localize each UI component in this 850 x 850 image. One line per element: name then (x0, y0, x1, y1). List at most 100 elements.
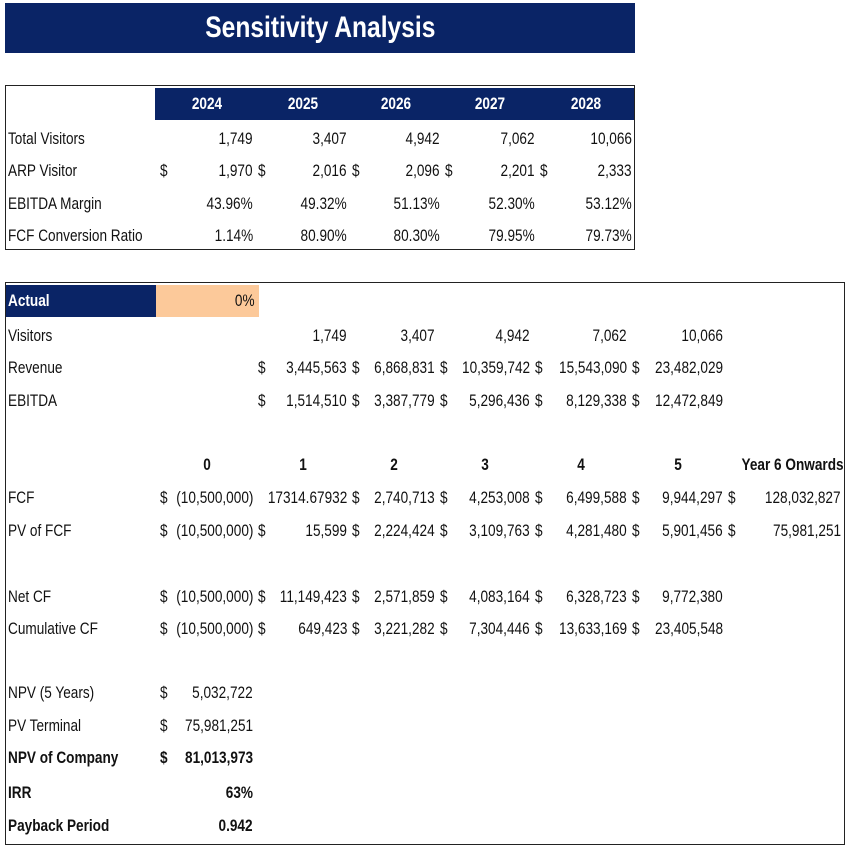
projection-cell[interactable]: $10,359,742 (440, 353, 530, 383)
cashflow-cell[interactable]: $2,740,713 (352, 483, 435, 513)
assumption-cell[interactable]: 80.30% (352, 221, 440, 251)
assumption-cell[interactable]: 52.30% (445, 189, 535, 219)
cashflow-cell[interactable]: 17314.67932 (258, 483, 347, 513)
currency-symbol: $ (535, 587, 543, 606)
scenario-input[interactable]: 0% (160, 286, 255, 316)
assumption-cell[interactable]: 49.32% (258, 189, 347, 219)
cashflow-cell[interactable]: $ (10,500,000) (160, 483, 253, 513)
assumption-cell[interactable]: $1,970 (160, 156, 253, 186)
summary-value[interactable]: 63% (160, 778, 253, 808)
cashflow-cell[interactable]: $11,149,423 (258, 582, 347, 612)
period-header: 1 (258, 450, 347, 480)
cashflow-cell[interactable]: $23,405,548 (632, 614, 723, 644)
projection-cell[interactable]: $5,296,436 (440, 386, 530, 416)
year-header: 2028 (540, 89, 632, 119)
assumption-cell[interactable]: 3,407 (258, 124, 347, 154)
cell-value: 2,096 (405, 161, 440, 180)
row-label-text: IRR (8, 783, 32, 802)
cashflow-cell[interactable]: $6,328,723 (535, 582, 627, 612)
assumption-cell[interactable]: $2,016 (258, 156, 347, 186)
year-header-text: 2026 (380, 94, 412, 113)
cashflow-cell[interactable]: $4,253,008 (440, 483, 530, 513)
period-header-text: 2 (389, 455, 398, 474)
assumption-cell[interactable]: $2,201 (445, 156, 535, 186)
projection-cell[interactable]: $1,514,510 (258, 386, 347, 416)
cashflow-cell[interactable]: $3,109,763 (440, 516, 530, 546)
cashflow-cell[interactable]: $4,281,480 (535, 516, 627, 546)
currency-symbol: $ (440, 358, 448, 377)
period-header: 4 (535, 450, 627, 480)
projection-cell[interactable]: 4,942 (440, 321, 530, 351)
scenario-input-bg[interactable] (156, 285, 259, 317)
projection-cell[interactable]: 3,407 (352, 321, 435, 351)
cell-value: 80.30% (393, 226, 440, 245)
cell-value: 3,445,563 (286, 358, 347, 377)
assumption-cell[interactable]: 1,749 (160, 124, 253, 154)
currency-symbol: $ (535, 619, 543, 638)
cashflow-cell[interactable]: $649,423 (258, 614, 347, 644)
currency-symbol: $ (440, 619, 448, 638)
assumption-cell[interactable]: 10,066 (540, 124, 632, 154)
assumption-cell[interactable]: $2,333 (540, 156, 632, 186)
cashflow-cell[interactable]: $2,224,424 (352, 516, 435, 546)
row-label-text: Actual (8, 291, 50, 310)
summary-value[interactable]: 0.942 (160, 811, 253, 841)
row-label-text: Cumulative CF (8, 619, 98, 638)
cashflow-cell[interactable]: $2,571,859 (352, 582, 435, 612)
summary-value[interactable]: $5,032,722 (160, 678, 253, 708)
projection-cell[interactable]: $8,129,338 (535, 386, 627, 416)
currency-symbol: $ (440, 587, 448, 606)
projection-cell[interactable]: $6,868,831 (352, 353, 435, 383)
cashflow-cell[interactable]: $7,304,446 (440, 614, 530, 644)
cashflow-cell[interactable]: $3,221,282 (352, 614, 435, 644)
cashflow-cell[interactable]: $128,032,827 (728, 483, 841, 513)
projection-cell[interactable]: 10,066 (632, 321, 723, 351)
currency-symbol: $ (160, 587, 168, 606)
model-table (5, 282, 845, 845)
row-label-text: Net CF (8, 587, 52, 606)
projection-cell[interactable]: $3,445,563 (258, 353, 347, 383)
assumption-cell[interactable]: 80.90% (258, 221, 347, 251)
row-label: NPV (5 Years) (8, 678, 158, 708)
assumption-cell[interactable]: 1.14% (160, 221, 253, 251)
period-header: 2 (352, 450, 435, 480)
projection-cell[interactable]: $23,482,029 (632, 353, 723, 383)
cashflow-cell[interactable]: $15,599 (258, 516, 347, 546)
assumption-cell[interactable]: 79.95% (445, 221, 535, 251)
projection-cell[interactable]: $15,543,090 (535, 353, 627, 383)
cell-value: 6,868,831 (374, 358, 435, 377)
year-header: 2024 (160, 89, 253, 119)
cashflow-cell[interactable]: $4,083,164 (440, 582, 530, 612)
projection-cell[interactable]: 7,062 (535, 321, 627, 351)
cashflow-cell[interactable]: $9,944,297 (632, 483, 723, 513)
cashflow-cell[interactable]: $ (10,500,000) (160, 516, 253, 546)
year-header: 2027 (445, 89, 535, 119)
cell-value: 5,901,456 (662, 521, 723, 540)
cell-value: 9,772,380 (662, 587, 723, 606)
period-header: Year 6 Onwards (728, 450, 844, 480)
projection-cell[interactable]: 1,749 (258, 321, 347, 351)
currency-symbol: $ (352, 391, 360, 410)
cashflow-cell[interactable]: $ (10,500,000) (160, 582, 253, 612)
cell-value: 43.96% (206, 194, 253, 213)
cell-value: 75,981,251 (184, 716, 253, 735)
cell-value: 1,749 (312, 326, 347, 345)
cashflow-cell[interactable]: $ (10,500,000) (160, 614, 253, 644)
assumption-cell[interactable]: 51.13% (352, 189, 440, 219)
assumption-cell[interactable]: 43.96% (160, 189, 253, 219)
cashflow-cell[interactable]: $6,499,588 (535, 483, 627, 513)
projection-cell[interactable]: $3,387,779 (352, 386, 435, 416)
cashflow-cell[interactable]: $75,981,251 (728, 516, 841, 546)
summary-value[interactable]: $75,981,251 (160, 711, 253, 741)
assumption-cell[interactable]: 53.12% (540, 189, 632, 219)
assumption-cell[interactable]: 4,942 (352, 124, 440, 154)
period-header-text: 3 (481, 455, 489, 474)
cashflow-cell[interactable]: $5,901,456 (632, 516, 723, 546)
cashflow-cell[interactable]: $13,633,169 (535, 614, 627, 644)
summary-value[interactable]: $81,013,973 (160, 743, 253, 773)
assumption-cell[interactable]: $2,096 (352, 156, 440, 186)
assumption-cell[interactable]: 7,062 (445, 124, 535, 154)
cashflow-cell[interactable]: $9,772,380 (632, 582, 723, 612)
assumption-cell[interactable]: 79.73% (540, 221, 632, 251)
projection-cell[interactable]: $12,472,849 (632, 386, 723, 416)
